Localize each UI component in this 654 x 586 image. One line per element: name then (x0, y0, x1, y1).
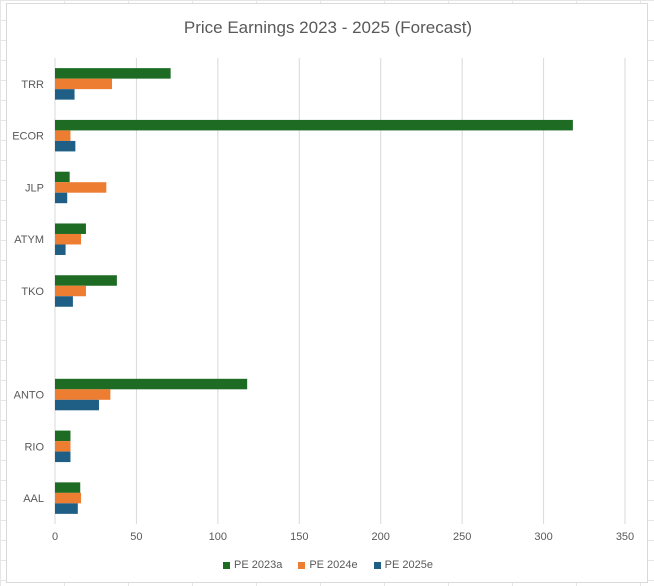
category-label: RIO (24, 441, 44, 453)
bar[interactable] (55, 192, 68, 204)
x-tick-label: 150 (290, 531, 308, 543)
category-label: TKO (21, 286, 44, 298)
legend: PE 2023a PE 2024e PE 2025e (7, 559, 649, 571)
legend-swatch (223, 561, 230, 569)
x-tick-label: 350 (616, 531, 634, 543)
bar[interactable] (55, 140, 76, 152)
plot-area: TRR ECOR JLP ATYM TKO ANTO RIO AAL 0 50 100 150 200… (12, 58, 634, 543)
chart-title: Price Earnings 2023 - 2025 (Forecast) (183, 18, 473, 37)
chart-area[interactable]: Price Earnings 2023 - 2025 (Forecast) TR… (6, 3, 648, 583)
bar[interactable] (55, 78, 112, 90)
category-label: JLP (25, 182, 44, 194)
legend-item[interactable]: PE 2024e (298, 559, 358, 571)
bar[interactable] (55, 492, 82, 504)
legend-item[interactable]: PE 2025e (373, 559, 433, 571)
bar[interactable] (55, 389, 111, 400)
bar[interactable] (55, 451, 71, 463)
category-labels: TRR ECOR JLP ATYM TKO ANTO RIO AAL (12, 79, 44, 505)
bar[interactable] (55, 430, 71, 442)
legend-swatch (373, 561, 381, 569)
bar[interactable] (55, 130, 71, 141)
category-label: TRR (21, 79, 44, 91)
bar[interactable] (55, 223, 86, 234)
bar[interactable] (55, 285, 86, 297)
bar[interactable] (55, 68, 171, 79)
legend-label: PE 2024e (309, 559, 358, 571)
x-tick-label: 300 (534, 531, 552, 543)
bar[interactable] (55, 119, 573, 131)
legend-label: PE 2025e (384, 559, 433, 571)
bar[interactable] (55, 182, 107, 193)
bar[interactable] (55, 399, 99, 411)
bar[interactable] (55, 503, 78, 514)
bar[interactable] (55, 378, 248, 390)
bar[interactable] (55, 482, 81, 493)
bar[interactable] (55, 89, 75, 100)
category-label: ECOR (12, 131, 44, 143)
bar[interactable] (55, 441, 71, 452)
bar[interactable] (55, 171, 70, 183)
legend-swatch (298, 561, 306, 569)
bar[interactable] (55, 244, 66, 255)
x-tick-label: 200 (372, 531, 390, 543)
category-label: ANTO (14, 390, 45, 402)
legend-label: PE 2023a (234, 559, 283, 571)
x-tick-label: 0 (52, 531, 58, 543)
x-tick-label: 100 (209, 531, 227, 543)
category-label: ATYM (14, 234, 44, 246)
x-axis-tick-labels: 0 50 100 150 200 250 300 350 (52, 531, 634, 543)
bar[interactable] (55, 275, 117, 286)
x-tick-label: 250 (453, 531, 471, 543)
bars (55, 68, 573, 514)
legend-item[interactable]: PE 2023a (223, 559, 282, 571)
category-label: AAL (23, 493, 44, 505)
x-tick-label: 50 (130, 531, 142, 543)
bar[interactable] (55, 233, 82, 245)
bar[interactable] (55, 296, 73, 307)
